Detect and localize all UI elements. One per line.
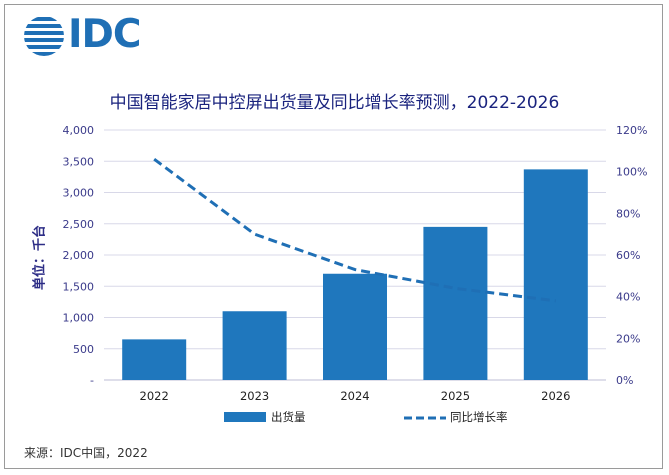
y-left-tick-label: 500 [73, 343, 94, 356]
y-left-tick-label: 4,000 [63, 124, 95, 137]
legend-label-shipments: 出货量 [271, 410, 306, 424]
bar-2025 [423, 226, 488, 380]
idc-logo-icon [24, 17, 64, 56]
x-tick-label: 2023 [240, 389, 269, 403]
chart-title: 中国智能家居中控屏出货量及同比增长率预测，2022-2026 [109, 93, 560, 113]
y-left-tick-label: 3,000 [63, 187, 95, 200]
source-note: 来源：IDC中国，2022 [24, 446, 148, 460]
y-left-tick-label: 3,500 [63, 155, 95, 168]
y-left-tick-label: 2,500 [63, 218, 95, 231]
idc-logo-text: IDC [68, 12, 142, 57]
bar-2024 [323, 273, 387, 380]
x-tick-label: 2025 [441, 389, 470, 403]
y-left-tick-label: - [90, 374, 94, 387]
y-left-tick-label: 2,000 [63, 249, 95, 262]
y-right-tick-label: 80% [616, 207, 640, 220]
x-tick-label: 2024 [340, 389, 369, 403]
y-right-tick-label: 0% [616, 374, 633, 387]
y-right-tick-label: 60% [616, 249, 640, 262]
y-left-tick-label: 1,000 [63, 312, 95, 325]
bar-2023 [222, 311, 287, 380]
bar-2022 [122, 339, 187, 380]
y-right-tick-label: 120% [616, 124, 647, 137]
x-tick-label: 2022 [140, 389, 169, 403]
y-right-tick-label: 100% [616, 166, 647, 179]
x-tick-label: 2026 [541, 389, 570, 403]
y-left-tick-label: 1,500 [63, 280, 95, 293]
legend-label-growth-rate: 同比增长率 [450, 410, 508, 424]
y-right-tick-label: 40% [616, 291, 640, 304]
bar-2026 [523, 169, 588, 380]
y-right-tick-label: 20% [616, 332, 640, 345]
legend-swatch-shipments [224, 412, 266, 422]
